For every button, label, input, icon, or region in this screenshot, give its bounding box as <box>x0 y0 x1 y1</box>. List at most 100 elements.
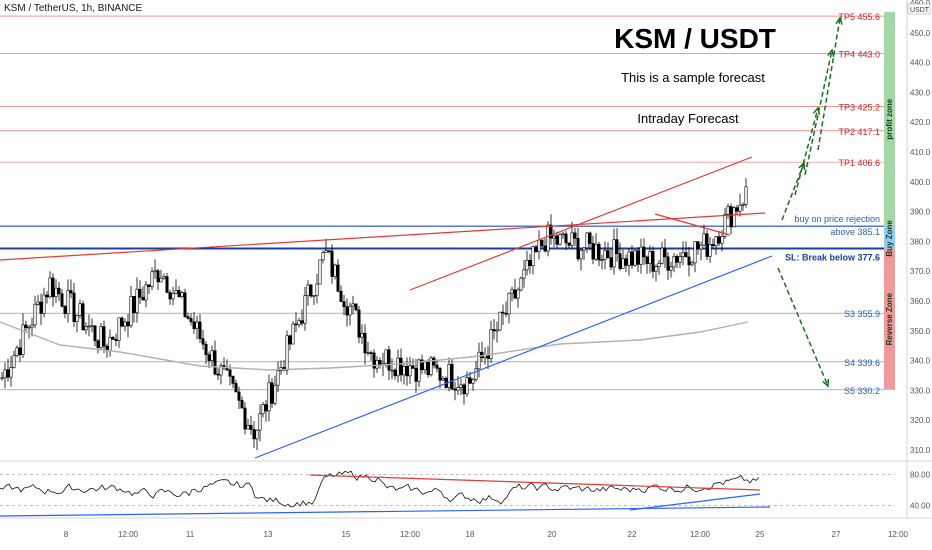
candle-body-152 <box>456 387 460 391</box>
candle-body-11 <box>33 303 37 326</box>
candle-body-167 <box>501 311 505 314</box>
time-tick-2: 11 <box>186 530 195 539</box>
candle-body-209 <box>627 251 631 266</box>
candle-body-240 <box>720 236 724 244</box>
candle-body-221 <box>663 247 667 258</box>
time-tick-7: 20 <box>548 530 557 539</box>
candle-body-17 <box>51 277 55 298</box>
candle-body-13 <box>39 301 43 314</box>
candle-body-222 <box>666 256 670 271</box>
forecast-arrow-4 <box>817 17 841 151</box>
candle-body-6 <box>18 347 22 355</box>
forecast-arrow-2 <box>794 107 819 196</box>
candle-body-40 <box>120 317 124 327</box>
candle-body-122 <box>366 352 370 354</box>
candle-body-212 <box>636 250 640 265</box>
buy-zone-band <box>884 226 895 249</box>
time-tick-1: 12:00 <box>118 530 139 539</box>
candle-body-201 <box>603 250 607 261</box>
price-tick-8: 380.0 <box>910 237 931 246</box>
level-label-2: TP3 425.2 <box>838 103 880 113</box>
price-tick-14: 320.0 <box>910 416 931 425</box>
candle-body-149 <box>447 364 451 388</box>
candle-body-115 <box>345 306 349 316</box>
candle-body-14 <box>42 294 46 314</box>
red-rising-trendline <box>0 212 766 261</box>
candle-body-79 <box>237 391 241 401</box>
profit-zone-band <box>884 11 895 227</box>
candle-body-33 <box>99 326 103 348</box>
candle-body-192 <box>576 238 580 260</box>
candle-body-116 <box>348 305 352 316</box>
buy-zone-label: Buy Zone <box>885 220 894 257</box>
candle-body-183 <box>549 224 553 239</box>
forecast-arrow-down-head <box>822 378 830 388</box>
candle-body-186 <box>558 233 562 245</box>
chart-note: Intraday Forecast <box>637 111 739 126</box>
rsi-line <box>0 470 760 508</box>
candle-body-137 <box>411 365 415 369</box>
candle-body-245 <box>735 207 739 212</box>
candle-body-170 <box>510 289 514 294</box>
candle-body-108 <box>324 250 328 253</box>
candle-body-178 <box>534 246 538 252</box>
candle-body-29 <box>87 325 91 328</box>
candle-body-248 <box>744 186 748 205</box>
candle-body-102 <box>306 284 310 296</box>
candle-body-225 <box>675 256 679 263</box>
candle-body-247 <box>741 204 745 206</box>
currency-label: USDT <box>910 7 930 14</box>
candle-body-202 <box>606 250 610 258</box>
candle-body-126 <box>378 360 382 366</box>
candle-body-111 <box>333 264 337 277</box>
candle-body-8 <box>24 324 28 328</box>
candle-body-237 <box>711 244 715 247</box>
candle-body-223 <box>669 266 673 271</box>
candle-body-103 <box>309 284 313 297</box>
candle-body-44 <box>132 296 136 313</box>
rsi-blue-trendline <box>0 506 771 517</box>
candle-body-120 <box>360 332 364 338</box>
candle-body-19 <box>57 287 61 295</box>
candle-body-136 <box>408 365 412 377</box>
time-tick-4: 15 <box>342 530 351 539</box>
candle-body-117 <box>351 303 355 307</box>
candle-body-150 <box>450 364 454 390</box>
candle-body-200 <box>600 259 604 262</box>
candle-body-218 <box>654 266 658 272</box>
candle-body-57 <box>171 292 175 300</box>
candle-body-228 <box>684 252 688 258</box>
candle-body-184 <box>552 235 556 239</box>
candle-body-76 <box>228 369 232 377</box>
candle-body-4 <box>12 355 16 368</box>
candle-body-204 <box>612 239 616 268</box>
candle-body-89 <box>267 382 271 412</box>
candle-body-85 <box>255 429 259 440</box>
candle-body-243 <box>729 206 733 228</box>
candle-body-24 <box>72 292 76 323</box>
candle-body-110 <box>330 250 334 277</box>
candle-body-153 <box>459 384 463 388</box>
red-short-resistance <box>654 213 731 236</box>
candle-body-197 <box>591 243 595 260</box>
candle-body-190 <box>570 232 574 246</box>
candle-body-177 <box>531 246 535 266</box>
price-tick-1: 450.0 <box>910 29 931 38</box>
candle-body-156 <box>468 377 472 384</box>
candle-body-216 <box>648 251 652 264</box>
candle-body-166 <box>498 311 502 331</box>
candle-body-109 <box>327 250 331 252</box>
candle-body-61 <box>183 292 187 317</box>
candle-body-208 <box>624 258 628 266</box>
candle-body-191 <box>573 232 577 239</box>
candle-body-220 <box>660 247 664 264</box>
price-tick-2: 440.0 <box>910 59 931 68</box>
candle-body-2 <box>6 369 10 378</box>
candle-body-54 <box>162 276 166 279</box>
candle-body-66 <box>198 321 202 339</box>
candle-body-50 <box>150 271 154 287</box>
price-tick-7: 390.0 <box>910 208 931 217</box>
candle-body-42 <box>126 321 130 327</box>
candle-body-133 <box>399 357 403 376</box>
